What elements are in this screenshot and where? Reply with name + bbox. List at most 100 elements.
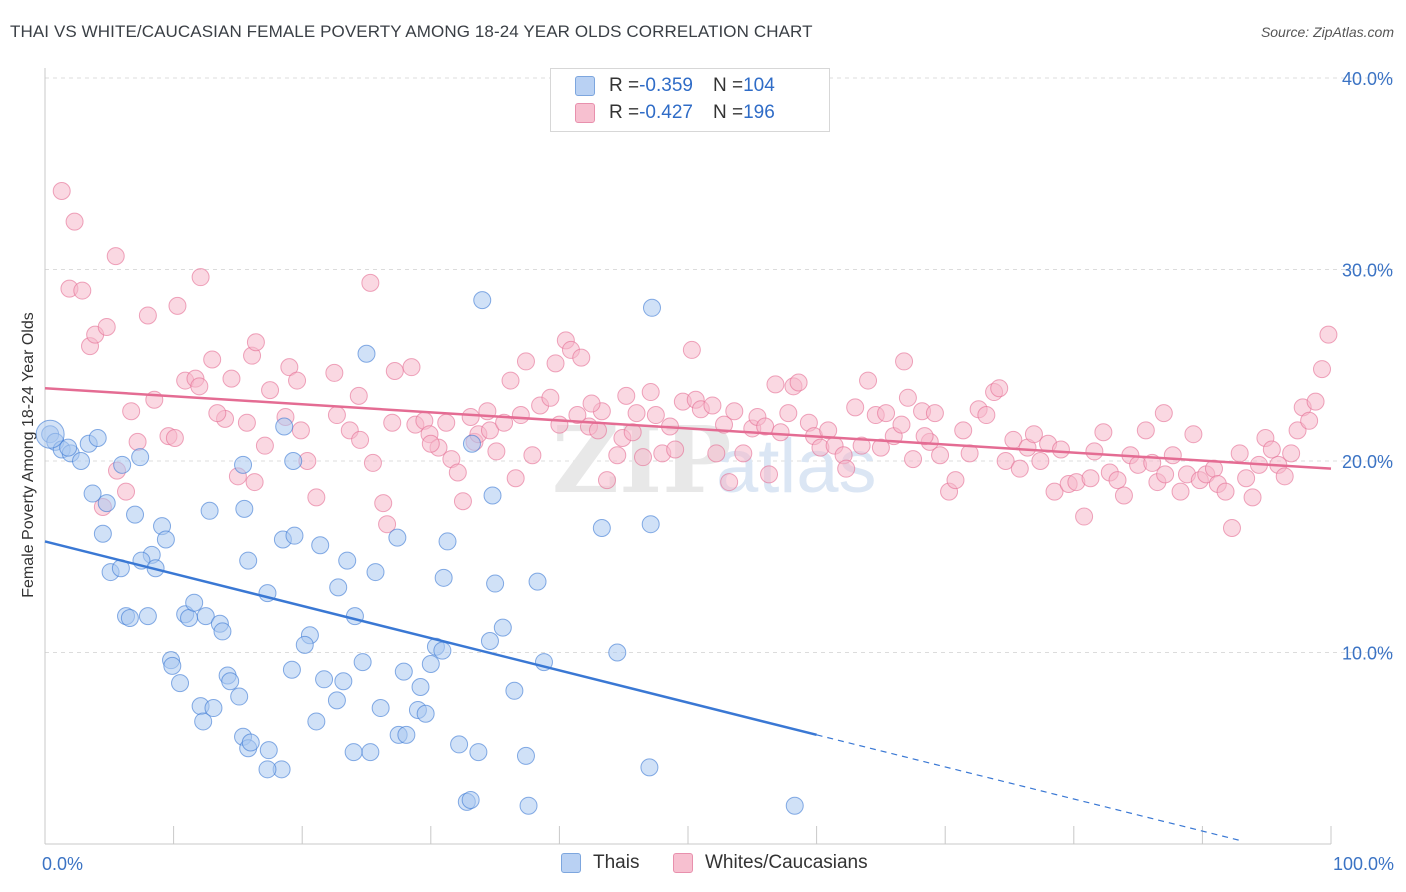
thai-point xyxy=(258,760,277,779)
white-point xyxy=(1262,440,1281,459)
thai-point xyxy=(608,643,627,662)
white-point xyxy=(255,436,274,455)
thai-point xyxy=(641,515,660,534)
white-point xyxy=(641,383,660,402)
white-point xyxy=(703,396,722,415)
white-point xyxy=(222,369,241,388)
white-point xyxy=(892,415,911,434)
n-value: 196 xyxy=(743,102,775,123)
white-point xyxy=(190,377,209,396)
white-point xyxy=(1222,519,1241,538)
thai-point xyxy=(156,530,175,549)
thai-point xyxy=(307,712,326,731)
thai-point xyxy=(450,735,469,754)
legend-row-thais: R = -0.359 N = 104 xyxy=(575,74,775,98)
white-point xyxy=(904,450,923,469)
n-label: N = xyxy=(712,102,744,123)
white-point xyxy=(73,281,92,300)
thai-point xyxy=(131,448,150,467)
white-point xyxy=(1094,423,1113,442)
white-point xyxy=(715,415,734,434)
thai-point xyxy=(434,568,453,587)
thai-point xyxy=(196,607,215,626)
white-point xyxy=(327,406,346,425)
thai-point xyxy=(120,609,139,628)
white-point xyxy=(1010,459,1029,478)
thai-point xyxy=(180,609,199,628)
thai-point xyxy=(194,712,213,731)
thai-point xyxy=(394,662,413,681)
series-legend: Thais Whites/Caucasians xyxy=(0,852,1406,876)
r-label: R = xyxy=(609,75,640,96)
white-point xyxy=(480,421,499,440)
legend-label-thais: Thais xyxy=(593,852,640,873)
white-point xyxy=(946,471,965,490)
white-point xyxy=(859,371,878,390)
white-point xyxy=(666,440,685,459)
white-point xyxy=(720,473,739,492)
thai-point xyxy=(642,298,661,317)
legend-item-thais[interactable]: Thais xyxy=(561,852,639,874)
y-tick-label: 40.0% xyxy=(1342,69,1393,89)
white-point xyxy=(954,421,973,440)
white-point xyxy=(582,394,601,413)
thai-point xyxy=(315,670,334,689)
white-point xyxy=(288,371,307,390)
white-point xyxy=(506,469,525,488)
thai-point xyxy=(345,607,364,626)
thai-point xyxy=(239,551,258,570)
white-point xyxy=(837,459,856,478)
white-point xyxy=(1171,482,1190,501)
thai-point xyxy=(163,656,182,675)
thai-point xyxy=(221,672,240,691)
white-point xyxy=(461,407,480,426)
white-point xyxy=(138,306,157,325)
whites-swatch xyxy=(575,103,595,123)
white-point xyxy=(1306,392,1325,411)
white-point xyxy=(402,358,421,377)
white-point xyxy=(191,268,210,287)
white-point xyxy=(65,212,84,231)
white-point xyxy=(203,350,222,369)
white-point xyxy=(501,371,520,390)
thai-point xyxy=(83,484,102,503)
thai-point xyxy=(353,653,372,672)
whites-swatch xyxy=(673,853,693,873)
thai-point xyxy=(493,618,512,637)
white-point xyxy=(572,348,591,367)
white-point xyxy=(437,413,456,432)
thai-point xyxy=(416,704,435,723)
white-point xyxy=(1031,452,1050,470)
thais-points xyxy=(41,291,804,815)
thai-point xyxy=(200,501,219,520)
white-point xyxy=(363,453,382,472)
x-tick-label: 0.0% xyxy=(42,854,83,874)
white-point xyxy=(646,406,665,425)
white-point xyxy=(789,373,808,392)
legend-item-whites[interactable]: Whites/Caucasians xyxy=(673,852,868,874)
thai-point xyxy=(411,677,430,696)
thai-point xyxy=(462,434,481,453)
white-point xyxy=(682,340,701,359)
white-point xyxy=(1024,425,1043,444)
white-point xyxy=(931,446,950,465)
thai-point xyxy=(329,578,348,597)
white-point xyxy=(707,444,726,463)
white-point xyxy=(122,402,141,421)
white-point xyxy=(915,427,934,446)
white-point xyxy=(1237,469,1256,488)
thai-point xyxy=(282,660,301,679)
thai-point xyxy=(88,429,107,448)
white-point xyxy=(351,430,370,449)
correlation-legend: R = -0.359 N = 104 R = -0.427 N = 196 xyxy=(550,68,830,132)
n-label: N = xyxy=(712,75,744,96)
thai-point xyxy=(295,635,314,654)
white-point xyxy=(117,482,136,501)
white-point xyxy=(1075,507,1094,526)
thai-point xyxy=(93,524,112,543)
white-point xyxy=(925,404,944,423)
white-point xyxy=(261,381,280,400)
thai-point xyxy=(483,486,502,505)
thai-point xyxy=(397,725,416,744)
thai-point xyxy=(311,536,330,555)
